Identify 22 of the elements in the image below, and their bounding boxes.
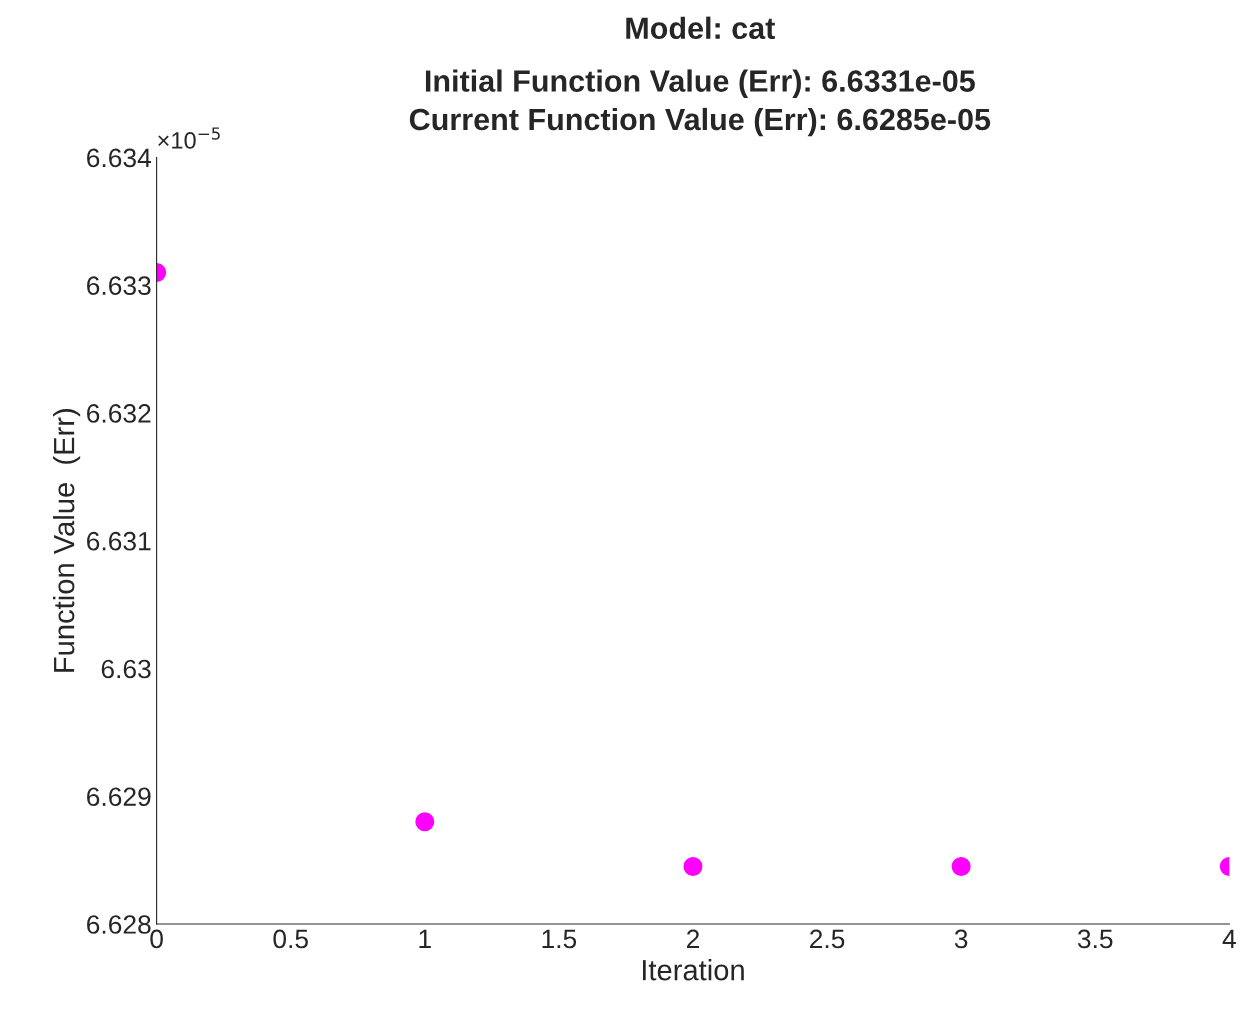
x-tick-label: 0.5: [273, 929, 308, 949]
point: [683, 857, 703, 877]
x-tick-label: 4: [1222, 929, 1236, 949]
chart-title: Model: cat: [626, 16, 775, 40]
x-tick-label: 0: [150, 929, 163, 949]
x-axis-title: Iteration: [642, 959, 744, 981]
y-tick-label: 6.632: [87, 404, 151, 423]
y-tick-label: 6.628: [87, 915, 151, 934]
y-tick-label: 6.633: [87, 276, 151, 296]
text: ×10$^{−5}$: [158, 127, 220, 149]
y-tick-label: 6.634: [87, 148, 151, 168]
x-tick-label: 2.5: [810, 929, 845, 949]
x-tick-label: 1: [419, 929, 431, 949]
y-tick-label: 6.631: [87, 531, 151, 551]
chart-subtitle: Initial Function Value (Err): 6.6331e-05 Current Function Value (Err): 6.6285e-05: [409, 69, 991, 137]
x-tick-label: 1.5: [542, 929, 577, 949]
y-tick-label: 6.629: [87, 787, 151, 807]
y-axis-title: Function Value (Err): [52, 409, 81, 672]
x-tick-label: 3: [954, 929, 968, 949]
y-tick-label: 6.63: [101, 659, 151, 679]
x-tick-label: 3.5: [1077, 929, 1113, 949]
x-tick-label: 2: [686, 929, 699, 949]
